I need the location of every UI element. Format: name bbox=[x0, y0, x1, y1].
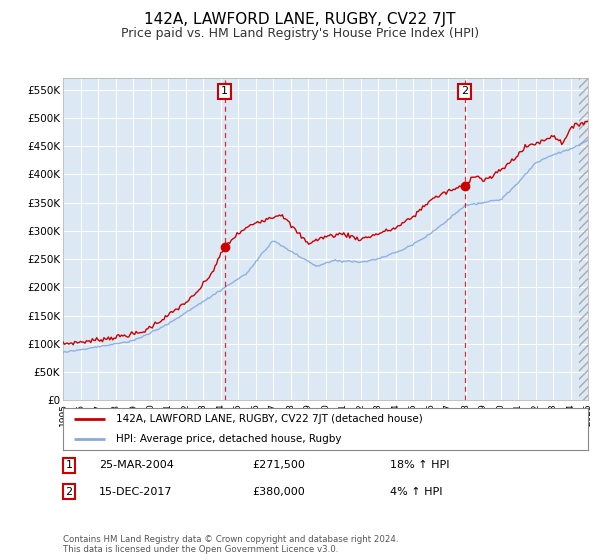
Text: 142A, LAWFORD LANE, RUGBY, CV22 7JT: 142A, LAWFORD LANE, RUGBY, CV22 7JT bbox=[144, 12, 456, 27]
Text: 2: 2 bbox=[461, 86, 469, 96]
Text: 18% ↑ HPI: 18% ↑ HPI bbox=[390, 460, 449, 470]
Text: 2: 2 bbox=[65, 487, 73, 497]
Text: 142A, LAWFORD LANE, RUGBY, CV22 7JT (detached house): 142A, LAWFORD LANE, RUGBY, CV22 7JT (det… bbox=[115, 414, 422, 424]
Text: Contains HM Land Registry data © Crown copyright and database right 2024.
This d: Contains HM Land Registry data © Crown c… bbox=[63, 535, 398, 554]
Text: HPI: Average price, detached house, Rugby: HPI: Average price, detached house, Rugb… bbox=[115, 434, 341, 444]
Text: 4% ↑ HPI: 4% ↑ HPI bbox=[390, 487, 443, 497]
Text: 1: 1 bbox=[65, 460, 73, 470]
Text: 15-DEC-2017: 15-DEC-2017 bbox=[99, 487, 173, 497]
Text: £271,500: £271,500 bbox=[252, 460, 305, 470]
Text: Price paid vs. HM Land Registry's House Price Index (HPI): Price paid vs. HM Land Registry's House … bbox=[121, 27, 479, 40]
Text: £380,000: £380,000 bbox=[252, 487, 305, 497]
Text: 25-MAR-2004: 25-MAR-2004 bbox=[99, 460, 174, 470]
Text: 1: 1 bbox=[221, 86, 228, 96]
Bar bbox=[579, 78, 588, 400]
